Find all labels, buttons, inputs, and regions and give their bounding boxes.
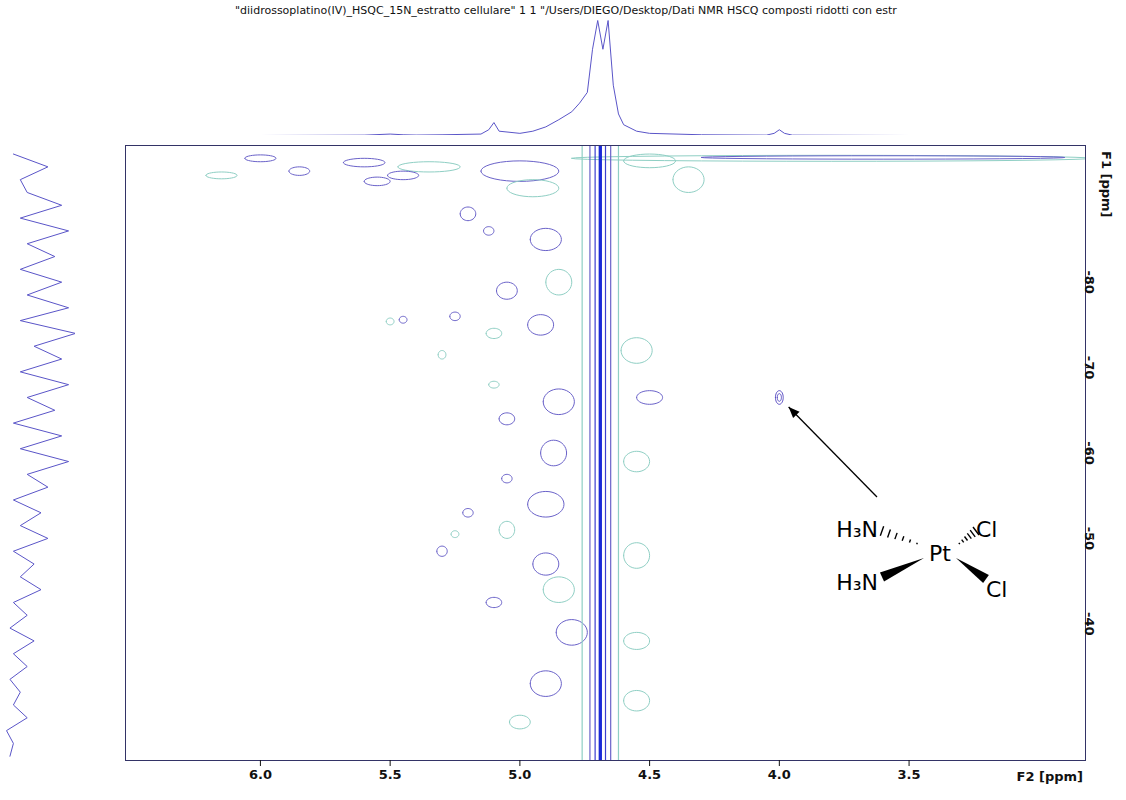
svg-text:6.0: 6.0 bbox=[249, 767, 272, 782]
svg-text:4.0: 4.0 bbox=[768, 767, 791, 782]
svg-text:F2 [ppm]: F2 [ppm] bbox=[1017, 769, 1084, 784]
svg-text:Pt: Pt bbox=[929, 541, 951, 566]
svg-text:-50: -50 bbox=[1082, 527, 1097, 551]
svg-text:-40: -40 bbox=[1082, 612, 1097, 636]
svg-text:Cl: Cl bbox=[986, 577, 1007, 602]
svg-text:-70: -70 bbox=[1082, 356, 1097, 380]
svg-text:-60: -60 bbox=[1082, 441, 1097, 465]
svg-text:F1 [ppm]: F1 [ppm] bbox=[1099, 151, 1114, 218]
svg-text:5.5: 5.5 bbox=[379, 767, 402, 782]
svg-text:5.0: 5.0 bbox=[508, 767, 531, 782]
svg-text:Cl: Cl bbox=[976, 517, 997, 542]
svg-text:3.5: 3.5 bbox=[898, 767, 921, 782]
html-text:"diidrossoplatino(IV)_HSQC_15N: "diidrossoplatino(IV)_HSQC_15N_estratto … bbox=[235, 4, 897, 17]
svg-text:-80: -80 bbox=[1082, 270, 1097, 294]
svg-text:H₃N: H₃N bbox=[836, 570, 878, 595]
svg-text:H₃N: H₃N bbox=[836, 517, 878, 542]
svg-text:4.5: 4.5 bbox=[638, 767, 661, 782]
